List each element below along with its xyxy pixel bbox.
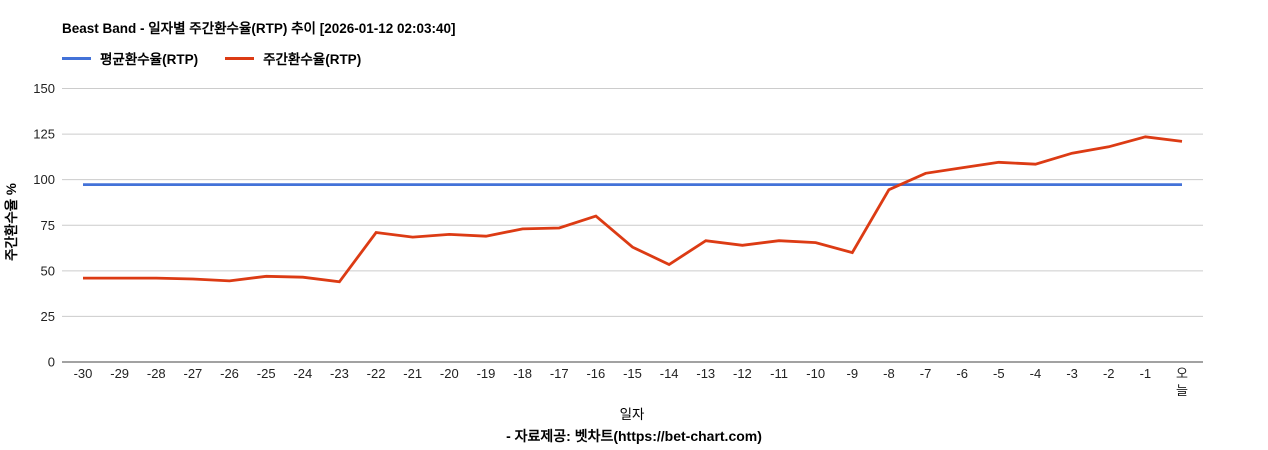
grid-layer	[62, 88, 1203, 363]
x-tick-label: -15	[623, 366, 642, 381]
y-axis-title: 주간환수율 %	[3, 183, 19, 261]
y-tick-label: 100	[33, 172, 55, 187]
y-tick-label: 150	[33, 81, 55, 96]
x-tick-label: -9	[847, 366, 859, 381]
x-tick-label: -5	[993, 366, 1005, 381]
legend-label-average-rtp: 평균환수율(RTP)	[100, 52, 199, 67]
chart-title: Beast Band - 일자별 주간환수율(RTP) 추이 [2026-01-…	[62, 21, 456, 36]
x-tick-label: -29	[110, 366, 129, 381]
x-tick-label: -12	[733, 366, 752, 381]
legend-swatch-weekly-rtp	[225, 56, 255, 60]
x-tick-label: -24	[293, 366, 312, 381]
x-tick-label: -2	[1103, 366, 1115, 381]
x-tick-label: -4	[1030, 366, 1042, 381]
y-tick-label: 50	[41, 263, 55, 278]
x-tick-label: -13	[696, 366, 715, 381]
data-source-credit: - 자료제공: 벳차트(https://bet-chart.com)	[506, 428, 762, 444]
x-tick-label: -25	[257, 366, 276, 381]
chart-legend: 평균환수율(RTP) 주간환수율(RTP)	[62, 48, 361, 68]
x-tick-label: -3	[1066, 366, 1078, 381]
x-tick-label: -17	[550, 366, 569, 381]
x-tick-label: -18	[513, 366, 532, 381]
x-tick-label: -28	[147, 366, 166, 381]
series-layer	[83, 135, 1183, 284]
x-tick-label: -14	[660, 366, 679, 381]
x-tick-label: -20	[440, 366, 459, 381]
x-tick-label: -1	[1140, 366, 1152, 381]
x-tick-label: -8	[883, 366, 895, 381]
x-tick-label: -10	[806, 366, 825, 381]
legend-label-weekly-rtp: 주간환수율(RTP)	[263, 52, 362, 67]
legend-swatch-average-rtp	[62, 56, 91, 60]
legend-item-weekly-rtp: 주간환수율(RTP)	[225, 48, 361, 68]
legend-item-average-rtp: 평균환수율(RTP)	[62, 48, 198, 68]
y-tick-label: 125	[33, 127, 55, 142]
series-line-weekly-rtp	[83, 135, 1183, 284]
x-tick-label: -23	[330, 366, 349, 381]
y-tick-label: 25	[41, 309, 55, 324]
x-axis-title: 일자	[620, 407, 645, 422]
y-tick-label: 75	[41, 218, 55, 233]
x-tick-label: -27	[184, 366, 203, 381]
x-tick-label: -21	[403, 366, 422, 381]
x-tick-label: -7	[920, 366, 932, 381]
x-tick-label: -30	[74, 366, 93, 381]
tick-layer: 0 25 50 75 100 125 150 -30 -29 -28 -27 -26 -25 -24 -23…	[33, 81, 1188, 398]
x-tick-label: -6	[956, 366, 968, 381]
x-tick-label: -16	[586, 366, 605, 381]
y-tick-label: 0	[48, 355, 55, 370]
x-tick-label: -11	[770, 366, 788, 381]
x-tick-label: -26	[220, 366, 239, 381]
x-tick-label: -22	[367, 366, 386, 381]
x-tick-label: -19	[477, 366, 496, 381]
